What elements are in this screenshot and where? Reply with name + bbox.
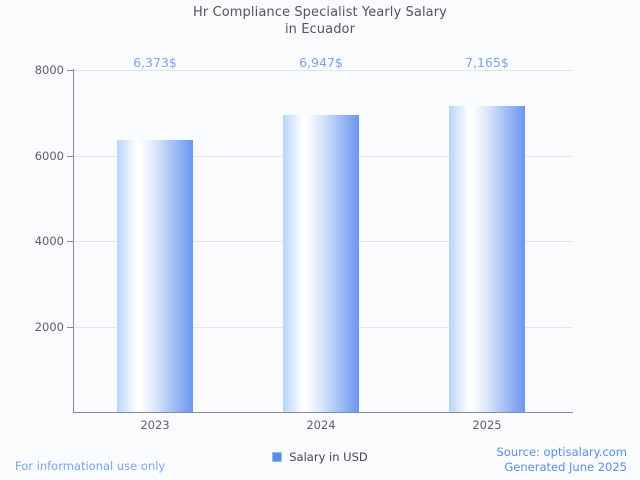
bar-2025[interactable] [449, 105, 525, 412]
bar-value-label-2023: 6,373$ [133, 55, 177, 70]
y-tick-mark-4000 [67, 241, 73, 242]
x-tick-label-2023: 2023 [140, 418, 170, 432]
source-attribution: Source: optisalary.com Generated June 20… [497, 445, 627, 475]
y-tick-mark-2000 [67, 326, 73, 328]
x-tick-label-2025: 2025 [472, 418, 502, 432]
chart-legend[interactable]: Salary in USD [0, 450, 640, 464]
y-axis-line [73, 69, 74, 413]
y-axis-tick-labels: 8000 6000 4000 2000 [0, 0, 64, 480]
y-tick-label-2000: 2000 [34, 319, 64, 334]
generated-line: Generated June 2025 [504, 460, 627, 474]
plot-area [73, 70, 572, 412]
x-tick-label-2024: 2024 [306, 418, 336, 432]
x-axis-line [73, 412, 573, 413]
y-tick-label-6000: 6000 [34, 148, 64, 163]
y-tick-mark-6000 [67, 155, 73, 157]
bar-value-label-2024: 6,947$ [299, 55, 343, 70]
disclaimer-text: For informational use only [15, 459, 166, 473]
y-tick-mark-8000 [67, 70, 73, 71]
source-line: Source: optisalary.com [496, 445, 627, 459]
gridline-8000 [73, 70, 572, 71]
chart-title-line-1: Hr Compliance Specialist Yearly Salary [193, 5, 447, 20]
chart-title-line-2: in Ecuador [284, 22, 356, 37]
bar-2024[interactable] [283, 115, 359, 412]
y-tick-label-8000: 8000 [34, 63, 64, 77]
chart-title: Hr Compliance Specialist Yearly Salary i… [0, 4, 640, 38]
legend-swatch-icon [272, 452, 283, 462]
legend-item-label: Salary in USD [289, 450, 368, 464]
bar-2023[interactable] [117, 139, 193, 412]
y-tick-label-4000: 4000 [34, 234, 64, 248]
bar-value-label-2025: 7,165$ [465, 55, 509, 70]
